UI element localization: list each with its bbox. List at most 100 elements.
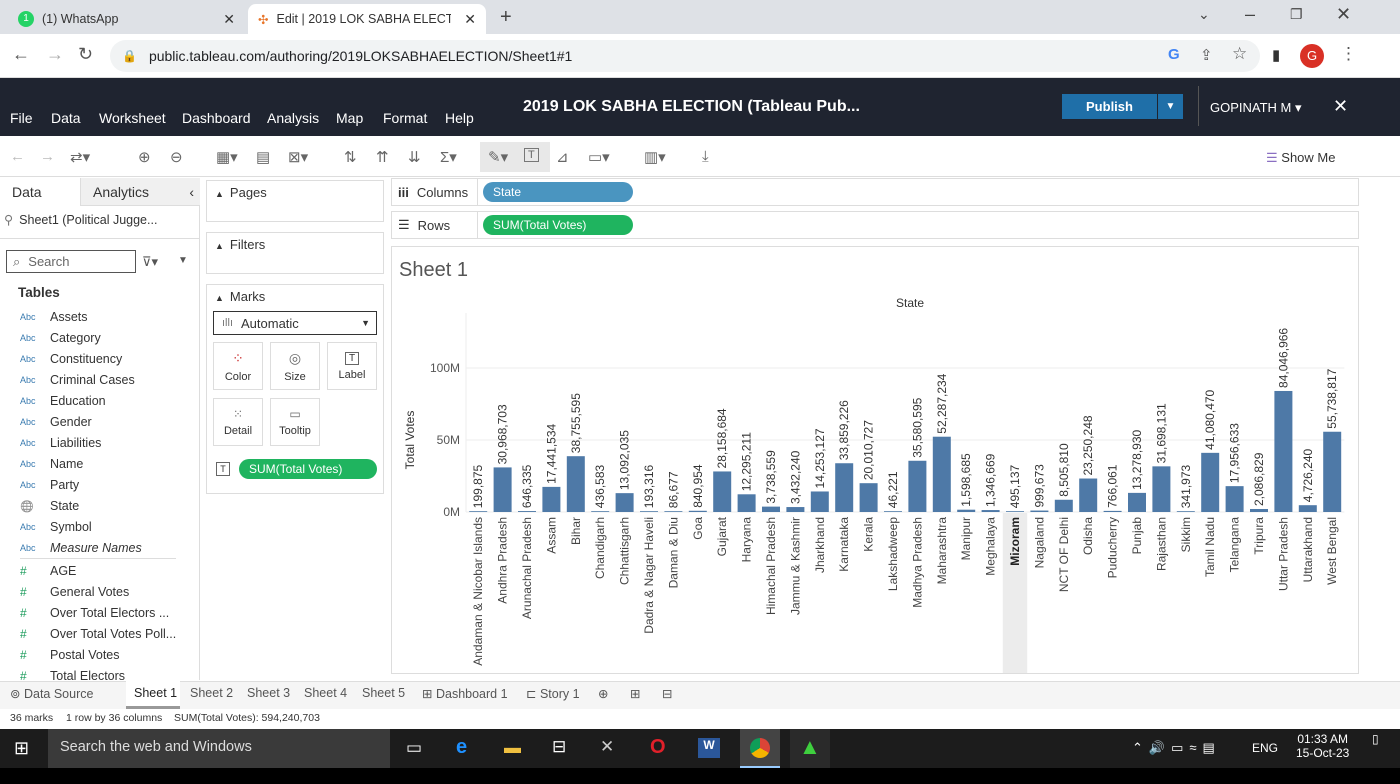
url-bar[interactable]: 🔒 public.tableau.com/authoring/2019LOKSA…: [110, 40, 1260, 72]
field-symbol[interactable]: Abc Symbol: [20, 520, 92, 534]
redo-icon[interactable]: →: [40, 148, 55, 165]
menu-dashboard[interactable]: Dashboard: [182, 110, 251, 126]
reload-icon[interactable]: ↻: [78, 44, 94, 64]
field-over-total-electors-[interactable]: # Over Total Electors ...: [20, 606, 170, 620]
clock[interactable]: 01:33 AM 15-Oct-23: [1296, 732, 1349, 760]
menu-help[interactable]: Help: [445, 110, 474, 126]
tab-sheet-1[interactable]: Sheet 1: [134, 686, 178, 700]
tooltip-button[interactable]: ▭ Tooltip: [270, 398, 320, 446]
tab-sheet-3[interactable]: Sheet 3: [247, 686, 291, 700]
tab-sheet-4[interactable]: Sheet 4: [304, 686, 348, 700]
menu-format[interactable]: Format: [383, 110, 428, 126]
marks-label-pill[interactable]: SUM(Total Votes): [239, 459, 377, 479]
task-view-icon[interactable]: ▭: [406, 738, 423, 757]
tab-sheet-2[interactable]: Sheet 2: [190, 686, 234, 700]
new-story-icon[interactable]: ⊟: [662, 687, 673, 701]
window-close-icon[interactable]: ✕: [1336, 4, 1352, 24]
opera-icon[interactable]: O: [650, 736, 666, 758]
rows-sum-pill[interactable]: SUM(Total Votes): [483, 215, 633, 235]
edge-icon[interactable]: e: [456, 736, 468, 758]
chrome-icon[interactable]: [750, 738, 770, 758]
new-dashboard-icon[interactable]: ⊞: [630, 687, 641, 701]
tab-analytics[interactable]: Analytics ‹: [80, 178, 200, 206]
collapse-caret-icon[interactable]: ▲: [215, 293, 224, 303]
new-datasource-icon[interactable]: ⊕: [138, 149, 151, 166]
tab-tableau-edit[interactable]: ✣ Edit | 2019 LOK SABHA ELECTIO ✕: [248, 4, 486, 34]
field-gender[interactable]: Abc Gender: [20, 415, 92, 429]
triangle-app-icon[interactable]: ▲: [799, 734, 821, 759]
kebab-menu-icon[interactable]: ⋮: [1340, 44, 1357, 63]
close-icon[interactable]: ✕: [464, 10, 476, 27]
forward-icon[interactable]: →: [46, 44, 64, 64]
field-category[interactable]: Abc Category: [20, 331, 101, 345]
search-input[interactable]: ⌕ Search: [6, 250, 136, 273]
sort-desc-icon[interactable]: ⇊: [408, 149, 421, 166]
file-explorer-icon[interactable]: ▬: [504, 738, 521, 757]
field-name[interactable]: Abc Name: [20, 457, 84, 471]
sort-asc-icon[interactable]: ⇈: [376, 149, 389, 166]
tab-whatsapp[interactable]: 1 (1) WhatsApp ✕: [8, 4, 243, 34]
detail-button[interactable]: ⁙ Detail: [213, 398, 263, 446]
publish-dropdown-icon[interactable]: ▼: [1158, 94, 1183, 119]
undo-icon[interactable]: ←: [10, 148, 25, 165]
replay-icon[interactable]: ⇄▾: [70, 149, 91, 166]
sidepanel-icon[interactable]: ▮: [1272, 47, 1281, 64]
tab-sheet-5[interactable]: Sheet 5: [362, 686, 406, 700]
new-tab-icon[interactable]: +: [500, 6, 512, 28]
field-constituency[interactable]: Abc Constituency: [20, 352, 123, 366]
word-icon[interactable]: W: [698, 738, 720, 758]
field-education[interactable]: Abc Education: [20, 394, 106, 408]
color-button[interactable]: ⁘ Color: [213, 342, 263, 390]
pause-updates-icon[interactable]: ⊖: [170, 149, 183, 166]
presentation-icon[interactable]: ▥▾: [644, 149, 666, 166]
data-menu-icon[interactable]: ▼: [178, 255, 188, 266]
publish-button[interactable]: Publish: [1062, 94, 1157, 119]
field-criminal-cases[interactable]: Abc Criminal Cases: [20, 373, 135, 387]
field-state[interactable]: 🌐 State: [20, 499, 80, 513]
tab-dashboard-1[interactable]: ⊞ Dashboard 1: [422, 687, 508, 701]
taskbar-search[interactable]: Search the web and Windows: [48, 729, 390, 768]
filters-card[interactable]: ▲ Filters: [206, 232, 384, 274]
windows-start-icon[interactable]: ⊞: [14, 738, 30, 758]
language-indicator[interactable]: ENG: [1252, 741, 1279, 755]
field-over-total-votes-poll-[interactable]: # Over Total Votes Poll...: [20, 627, 177, 641]
datasource-item[interactable]: ⚲ Sheet1 (Political Jugge...: [4, 212, 158, 228]
menu-file[interactable]: File: [10, 110, 33, 126]
size-button[interactable]: ◎ Size: [270, 342, 320, 390]
chevron-down-icon[interactable]: ⌄: [1198, 6, 1210, 22]
share-icon[interactable]: ⇪: [1200, 47, 1213, 64]
duplicate-sheet-icon[interactable]: ▤: [256, 149, 271, 166]
field-postal-votes[interactable]: # Postal Votes: [20, 648, 120, 662]
download-icon[interactable]: ⤓: [702, 148, 709, 165]
field-assets[interactable]: Abc Assets: [20, 310, 88, 324]
label-button[interactable]: T Label: [327, 342, 377, 390]
menu-map[interactable]: Map: [336, 110, 364, 126]
show-labels-icon[interactable]: T: [524, 148, 539, 162]
fit-icon[interactable]: ▭▾: [588, 149, 610, 166]
field-measure-names[interactable]: Abc Measure Names: [20, 541, 142, 555]
pages-card[interactable]: ▲ Pages: [206, 180, 384, 222]
google-icon[interactable]: G: [1168, 46, 1180, 63]
tray-icons[interactable]: ⌃🔊▭≈▤: [1132, 740, 1221, 755]
totals-icon[interactable]: Σ▾: [440, 149, 457, 166]
field-liabilities[interactable]: Abc Liabilities: [20, 436, 102, 450]
back-icon[interactable]: ←: [12, 44, 30, 64]
new-worksheet-icon[interactable]: ⊕: [598, 687, 609, 701]
columns-state-pill[interactable]: State: [483, 182, 633, 202]
field-party[interactable]: Abc Party: [20, 478, 80, 492]
tab-story-1[interactable]: ⊏ Story 1: [526, 687, 580, 701]
field-age[interactable]: # AGE: [20, 564, 77, 578]
clear-sheet-icon[interactable]: ⊠▾: [288, 149, 309, 166]
mark-type-select[interactable]: ıllı Automatic ▼: [213, 311, 377, 335]
tab-data-source[interactable]: ⊚ Data Source: [10, 687, 94, 701]
close-authoring-icon[interactable]: ✕: [1333, 96, 1349, 116]
new-sheet-icon[interactable]: ▦▾: [216, 149, 238, 166]
user-menu[interactable]: GOPINATH M ▾: [1210, 100, 1302, 115]
tool-icon[interactable]: ✕: [600, 737, 615, 756]
restore-icon[interactable]: ❐: [1290, 6, 1303, 22]
profile-avatar[interactable]: G: [1300, 44, 1324, 68]
menu-analysis[interactable]: Analysis: [267, 110, 320, 126]
swap-icon[interactable]: ⇅: [344, 149, 357, 166]
field-general-votes[interactable]: # General Votes: [20, 585, 130, 599]
highlight-icon[interactable]: ✎▾: [488, 149, 509, 166]
